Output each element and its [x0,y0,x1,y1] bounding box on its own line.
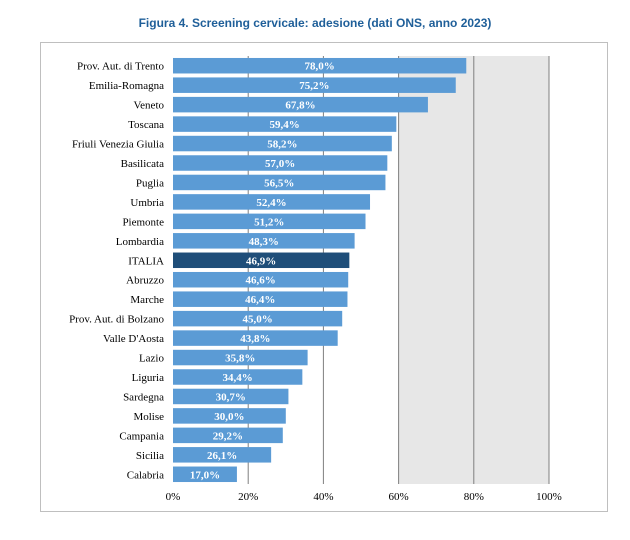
bar-14 [173,330,338,346]
value-label: 46,4% [245,294,275,306]
category-label: Campania [119,430,164,442]
bar-5 [173,155,388,171]
category-label: Veneto [133,100,164,112]
category-label: Lazio [139,353,165,365]
value-label: 75,2% [299,80,329,92]
category-label: Lombardia [116,236,164,248]
value-label: 52,4% [256,197,286,209]
bar-1 [173,77,456,93]
labels: Prov. Aut. di Trento 78,0% Emilia-Romagna 7… [69,61,335,482]
value-label: 30,0% [214,411,244,423]
category-label: Basilicata [121,158,164,170]
category-label: Abruzzo [126,275,164,287]
bar-3 [173,116,397,132]
category-label: Umbria [130,197,164,209]
category-label: Prov. Aut. di Trento [77,61,165,73]
bars [173,57,467,483]
bar-17 [173,388,289,405]
value-label: 45,0% [242,314,272,326]
bar-18 [173,408,286,424]
x-tick-label: 60% [389,491,409,503]
category-label: ITALIA [128,255,164,267]
category-label: Toscana [128,119,164,131]
bar-2 [173,96,428,113]
bar-16 [173,369,303,385]
x-tick-label: 100% [536,491,562,503]
category-label: Molise [133,411,164,423]
bar-12 [173,291,348,307]
x-tick-label: 40% [313,491,333,503]
bar-0 [173,57,467,74]
x-tick-label: 80% [464,491,484,503]
category-label: Liguria [132,372,164,384]
category-label: Valle D'Aosta [103,333,164,345]
category-label: Prov. Aut. di Bolzano [69,314,164,326]
value-label: 30,7% [216,391,246,403]
category-label: Sardegna [123,391,164,403]
bar-9 [173,233,355,249]
bar-8 [173,213,366,230]
category-label: Emilia-Romagna [89,80,164,92]
value-label: 34,4% [223,372,253,384]
value-label: 26,1% [207,450,237,462]
bar-6 [173,174,386,191]
value-label: 35,8% [225,353,255,365]
value-label: 59,4% [270,119,300,131]
category-label: Sicilia [136,450,164,462]
bar-7 [173,194,371,210]
bar-13 [173,310,343,327]
value-label: 57,0% [265,158,295,170]
x-axis-ticks: 0% 20% 40% 60% 80% 100% [166,491,562,503]
bar-4 [173,135,392,152]
x-tick-label: 0% [166,491,181,503]
bar-21 [173,466,237,483]
bar-10 [173,252,350,269]
value-label: 58,2% [267,139,297,151]
value-label: 78,0% [305,61,335,73]
category-label: Calabria [127,469,164,481]
bar-19 [173,427,283,444]
x-tick-label: 20% [238,491,258,503]
bar-15 [173,349,308,366]
category-label: Piemonte [122,216,164,228]
value-label: 48,3% [249,236,279,248]
chart-title: Figura 4. Screening cervicale: adesione … [138,16,492,30]
bar-20 [173,447,272,463]
value-label: 46,9% [246,255,276,267]
value-label: 17,0% [190,469,220,481]
bar-11 [173,271,349,288]
category-label: Puglia [136,177,164,189]
value-label: 43,8% [240,333,270,345]
value-label: 67,8% [285,100,315,112]
category-label: Marche [130,294,164,306]
value-label: 56,5% [264,177,294,189]
value-label: 29,2% [213,430,243,442]
category-label: Friuli Venezia Giulia [72,139,164,151]
value-label: 51,2% [254,216,284,228]
value-label: 46,6% [245,275,275,287]
